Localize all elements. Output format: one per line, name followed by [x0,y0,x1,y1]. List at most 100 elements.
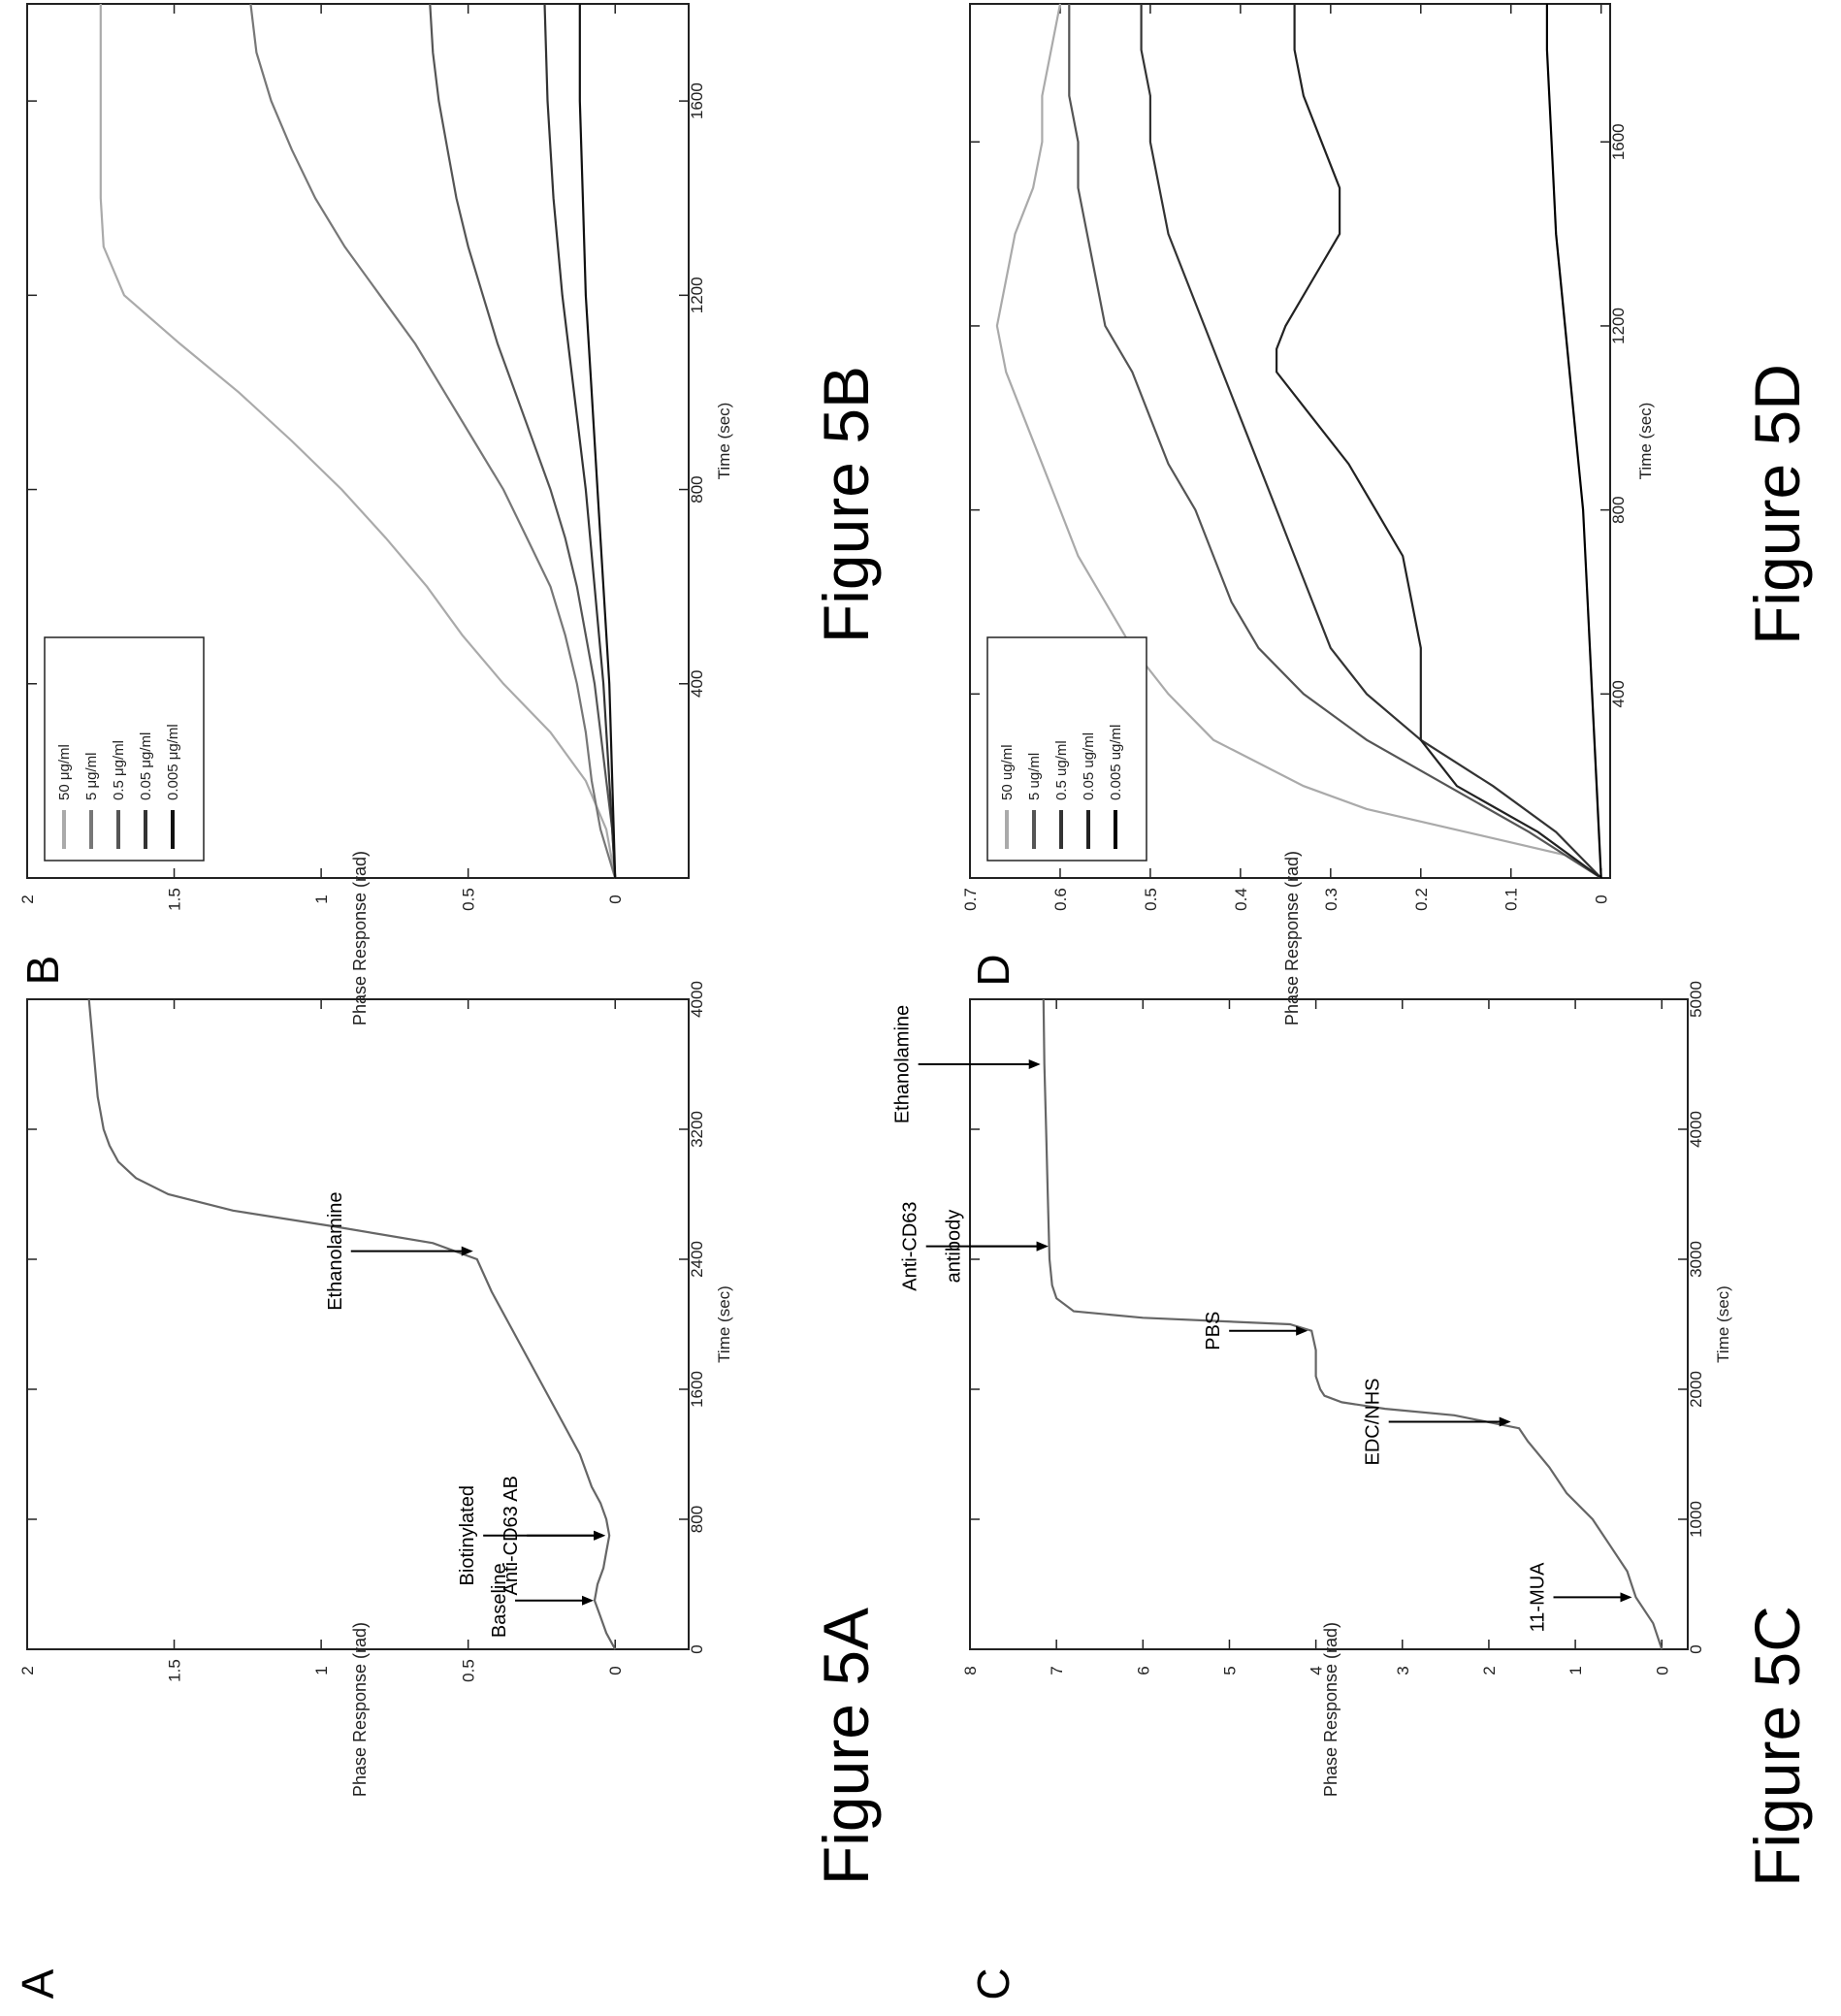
plot-frame [26,3,690,879]
y-tick-label: 8 [961,1666,980,1675]
y-tick-label: 1 [1566,1666,1585,1675]
y-axis-title: Phase Response (rad) [350,851,370,1025]
annotation-arrowhead [582,1595,595,1606]
y-tick-label: 0.2 [1412,888,1431,911]
y-tick-label: 2 [18,1666,37,1675]
panel-letter: C [968,1967,1018,2000]
x-tick-label: 4000 [688,981,706,1018]
x-axis-title: Time (sec) [715,1285,733,1363]
y-tick-label: 5 [1220,1666,1239,1675]
x-tick-label: 1000 [1687,1501,1705,1538]
x-axis-title: Time (sec) [1636,403,1655,480]
annotation-arrowhead [1028,1059,1041,1069]
x-tick-label: 3200 [688,1111,706,1148]
y-tick-label: 7 [1048,1666,1066,1675]
figure-caption: Figure 5B [810,366,882,643]
series-line-5 [1545,4,1602,879]
y-tick-label: 3 [1394,1666,1412,1675]
x-tick-label: 1200 [688,276,706,313]
y-tick-label: 0.6 [1051,888,1070,911]
series-line-1 [1042,998,1663,1650]
series-line-1 [995,3,1602,879]
x-tick-label: 2000 [1687,1371,1705,1408]
annotation-arrowhead [1620,1592,1632,1603]
figure-caption: Figure 5A [810,1608,882,1885]
y-tick-label: 0.3 [1322,888,1340,911]
y-tick-label: 0.7 [961,888,980,911]
plot-frame [26,998,690,1650]
annotation-arrowhead [1296,1325,1308,1336]
annotation-label: Ethanolamine [892,1005,914,1123]
panel-letter: D [968,954,1018,986]
y-tick-label: 0.5 [1142,888,1160,911]
annotation-label: Ethanolamine [325,1191,346,1310]
y-tick-label: 0 [1593,894,1611,903]
series-line-2 [1068,4,1602,879]
annotation-label: EDC/NHS [1363,1378,1384,1465]
annotation-arrowhead [461,1246,473,1256]
series-line-1 [87,998,617,1650]
y-tick-label: 0.5 [460,1659,478,1682]
y-axis-title: Phase Response (rad) [1282,851,1302,1025]
annotation-label: Anti-CD63 AB [501,1476,522,1595]
plot-frame [969,998,1689,1650]
figure-caption: Figure 5C [1741,1606,1813,1887]
plot-frame [969,3,1611,879]
annotation-label: Anti-CD63 [900,1201,921,1290]
x-tick-label: 0 [688,1644,706,1653]
figure-caption: Figure 5D [1741,364,1813,645]
legend-label: 5 μg/ml [83,753,100,801]
legend-label: 0.5 μg/ml [111,740,127,800]
y-tick-label: 2 [18,894,37,903]
legend-label: 5 ug/ml [1026,753,1043,800]
y-tick-label: 0 [606,1666,625,1675]
legend-box [986,636,1147,862]
panel-d: 400 800 1200 1600 0 0.1 0.2 0.3 0.4 0.5 0.6 0.7 Time… [961,3,1813,1025]
y-tick-label: 0.4 [1232,888,1250,911]
annotation-label: PBS [1203,1312,1224,1350]
y-tick-label: 1.5 [166,1659,184,1682]
y-tick-label: 2 [1480,1666,1499,1675]
x-tick-label: 400 [1609,680,1628,707]
x-tick-label: 5000 [1687,981,1705,1018]
legend-label: 0.05 μg/ml [138,732,154,800]
y-axis-title: Phase Response (rad) [350,1622,370,1797]
series-line-5 [578,4,617,879]
y-tick-label: 1.5 [166,888,184,911]
legend-label: 50 ug/ml [999,744,1016,800]
x-axis-title: Time (sec) [1714,1285,1732,1363]
y-tick-label: 0.5 [460,888,478,911]
legend-label: 0.005 μg/ml [165,724,181,800]
x-tick-label: 2400 [688,1241,706,1278]
panel-letter: A [13,1968,63,1999]
annotation-label: antibody [944,1210,965,1284]
annotation-arrowhead [594,1530,606,1541]
x-tick-label: 1600 [688,1371,706,1408]
x-tick-label: 0 [1687,1644,1705,1653]
y-tick-label: 6 [1134,1666,1152,1675]
y-tick-label: 0.1 [1502,888,1521,911]
legend-label: 0.5 ug/ml [1053,740,1070,800]
x-tick-label: 1600 [688,82,706,119]
y-tick-label: 1 [312,1666,331,1675]
x-tick-label: 800 [688,475,706,503]
y-tick-label: 0 [1653,1666,1671,1675]
annotation-label: 11-MUA [1528,1562,1549,1633]
series-line-3 [429,3,617,879]
annotation-arrowhead [1036,1241,1049,1252]
x-tick-label: 400 [688,670,706,698]
x-axis-title: Time (sec) [715,403,733,480]
series-line-4 [1275,4,1602,879]
legend-label: 0.05 ug/ml [1081,732,1097,800]
annotation-arrowhead [1499,1416,1511,1427]
panel-letter: B [17,956,68,986]
x-tick-label: 1600 [1609,123,1628,160]
legend-box [44,636,205,862]
y-tick-label: 4 [1308,1666,1326,1675]
legend-label: 0.005 ug/ml [1108,725,1124,800]
series-line-3 [1140,4,1602,879]
annotation-label: Biotinylated [457,1485,478,1585]
y-tick-label: 1 [312,894,331,903]
y-axis-title: Phase Response (rad) [1321,1622,1340,1797]
